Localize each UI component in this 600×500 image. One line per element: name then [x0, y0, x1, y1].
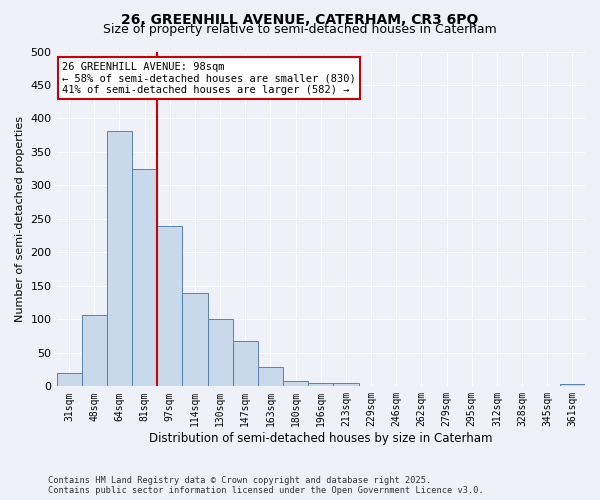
- Bar: [233, 341, 258, 386]
- Bar: [56, 373, 82, 386]
- Bar: [107, 130, 132, 386]
- Bar: [334, 383, 359, 386]
- Text: 26, GREENHILL AVENUE, CATERHAM, CR3 6PQ: 26, GREENHILL AVENUE, CATERHAM, CR3 6PQ: [121, 12, 479, 26]
- Text: Size of property relative to semi-detached houses in Caterham: Size of property relative to semi-detach…: [103, 22, 497, 36]
- Bar: [308, 383, 334, 386]
- Text: Contains HM Land Registry data © Crown copyright and database right 2025.
Contai: Contains HM Land Registry data © Crown c…: [48, 476, 484, 495]
- Bar: [560, 384, 585, 386]
- Y-axis label: Number of semi-detached properties: Number of semi-detached properties: [15, 116, 25, 322]
- Bar: [258, 367, 283, 386]
- Bar: [182, 292, 208, 386]
- Bar: [82, 314, 107, 386]
- Text: 26 GREENHILL AVENUE: 98sqm
← 58% of semi-detached houses are smaller (830)
41% o: 26 GREENHILL AVENUE: 98sqm ← 58% of semi…: [62, 62, 356, 94]
- Bar: [208, 318, 233, 386]
- X-axis label: Distribution of semi-detached houses by size in Caterham: Distribution of semi-detached houses by …: [149, 432, 493, 445]
- Bar: [132, 168, 157, 386]
- Bar: [283, 381, 308, 386]
- Bar: [157, 226, 182, 386]
